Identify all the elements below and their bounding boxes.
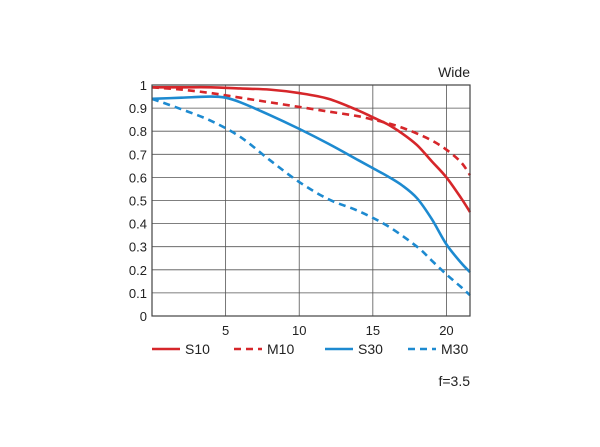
y-tick-label: 0.2 [129,263,147,278]
series-line-m30 [151,97,471,297]
legend: S10 M10 S30 M30 [152,341,468,357]
y-tick-label: 1 [140,78,147,93]
y-tick-label: 0 [140,309,147,324]
y-tick-labels: 0 0.1 0.2 0.3 0.4 0.5 0.6 0.7 0.8 0.9 1 [129,78,147,324]
y-tick-label: 0.4 [129,217,147,232]
x-tick-labels: 5 10 15 20 [222,323,454,338]
y-tick-label: 0.9 [129,101,147,116]
plot-frame [151,84,471,317]
aperture-label: f=3.5 [438,373,470,389]
series-line-s30 [151,95,471,274]
x-tick-label: 10 [292,323,306,338]
x-tick-label: 5 [222,323,229,338]
series-line-s10 [152,85,472,213]
series-line-m10 [151,86,472,176]
y-tick-label: 0.7 [129,147,147,162]
legend-label-s30: S30 [358,341,383,357]
y-tick-label: 0.3 [129,240,147,255]
legend-label-s10: S10 [185,341,210,357]
y-tick-label: 0.8 [129,124,147,139]
grid-lines [152,84,470,317]
x-tick-label: 20 [439,323,453,338]
legend-label-m30: M30 [441,341,468,357]
corner-label: Wide [438,64,470,80]
series-lines [151,85,472,297]
y-tick-label: 0.5 [129,194,147,209]
x-tick-label: 15 [366,323,380,338]
y-tick-label: 0.6 [129,170,147,185]
legend-label-m10: M10 [267,341,294,357]
y-tick-label: 0.1 [129,286,147,301]
